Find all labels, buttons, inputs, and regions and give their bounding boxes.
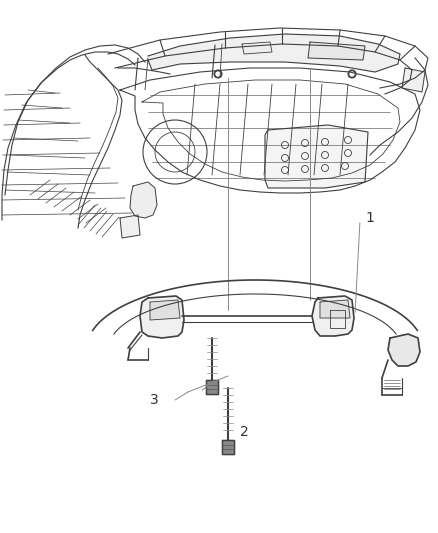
Polygon shape bbox=[130, 182, 157, 218]
Polygon shape bbox=[148, 34, 400, 72]
Polygon shape bbox=[312, 296, 354, 336]
Polygon shape bbox=[320, 300, 350, 318]
Polygon shape bbox=[120, 215, 140, 238]
Circle shape bbox=[350, 72, 354, 76]
Polygon shape bbox=[265, 125, 368, 188]
Polygon shape bbox=[150, 300, 180, 320]
Circle shape bbox=[214, 70, 222, 78]
Circle shape bbox=[216, 72, 220, 76]
Polygon shape bbox=[388, 334, 420, 366]
Polygon shape bbox=[206, 380, 218, 394]
Circle shape bbox=[408, 70, 416, 78]
Text: 2: 2 bbox=[240, 425, 249, 439]
Text: 3: 3 bbox=[150, 393, 159, 407]
Circle shape bbox=[410, 72, 414, 76]
Polygon shape bbox=[308, 42, 365, 60]
Polygon shape bbox=[222, 440, 234, 454]
Polygon shape bbox=[402, 68, 425, 92]
Circle shape bbox=[348, 70, 356, 78]
Text: 1: 1 bbox=[365, 211, 374, 225]
Polygon shape bbox=[242, 42, 272, 54]
Polygon shape bbox=[140, 296, 184, 338]
